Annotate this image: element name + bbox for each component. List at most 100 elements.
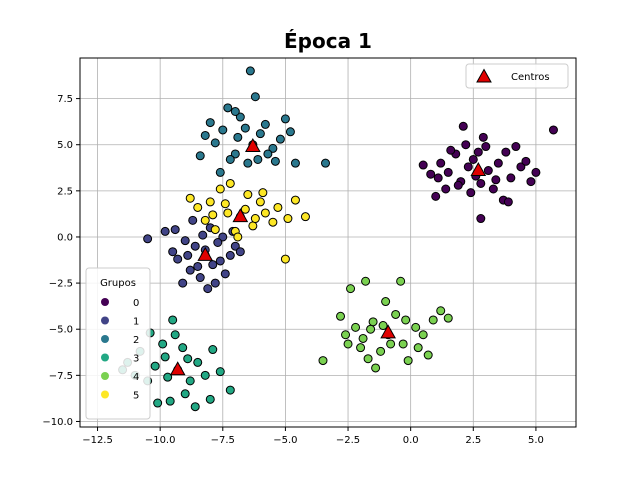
data-point-group-5 [300, 212, 310, 222]
data-point-group-3 [150, 361, 160, 371]
data-point-group-0 [526, 177, 536, 187]
data-point-group-1 [230, 241, 240, 251]
data-point-group-2 [268, 143, 278, 153]
data-point-group-4 [381, 297, 391, 307]
x-tick-label: −5.0 [273, 435, 297, 446]
data-point-group-4 [386, 339, 396, 349]
x-tick-label: −12.5 [82, 435, 113, 446]
data-point-group-3 [208, 345, 218, 355]
data-point-group-3 [225, 385, 235, 395]
y-tick-label: −2.5 [49, 279, 73, 290]
center-marker [380, 324, 396, 339]
data-point-group-4 [378, 321, 388, 331]
data-point-group-3 [215, 367, 225, 377]
data-point-group-3 [190, 402, 200, 412]
legend-groups-box [85, 267, 151, 420]
data-point-group-4 [391, 309, 401, 319]
data-point-group-4 [361, 276, 371, 286]
data-point-group-5 [220, 199, 230, 209]
data-point-group-4 [343, 339, 353, 349]
data-point-group-2 [205, 118, 215, 128]
x-tick-label: −10.0 [145, 435, 176, 446]
x-tick-label: −2.5 [336, 435, 360, 446]
data-point-group-0 [483, 166, 493, 176]
data-point-group-3 [158, 339, 168, 349]
data-point-group-1 [143, 234, 153, 244]
data-point-group-4 [318, 356, 328, 366]
data-point-group-2 [290, 158, 300, 168]
data-point-group-0 [476, 214, 486, 224]
data-point-group-5 [233, 232, 243, 242]
data-point-group-2 [200, 130, 210, 140]
data-point-group-1 [213, 238, 223, 247]
chart-title: Época 1 [284, 29, 372, 53]
y-tick-label: 5.0 [57, 140, 73, 151]
data-point-group-3 [168, 315, 178, 325]
center-marker [470, 162, 487, 177]
center-marker [197, 246, 214, 261]
data-point-group-5 [283, 214, 293, 224]
data-point-group-3 [180, 389, 190, 399]
data-point-group-0 [503, 197, 513, 207]
data-point-group-1 [170, 225, 180, 235]
y-tick-label: −5.0 [49, 325, 73, 336]
data-point-group-4 [418, 330, 428, 340]
data-point-group-0 [476, 178, 486, 188]
data-point-group-5 [210, 225, 220, 235]
center-marker [169, 361, 186, 376]
legend-group-marker [101, 298, 109, 306]
data-point-group-3 [193, 357, 203, 367]
data-point-group-0 [478, 132, 488, 142]
data-point-group-2 [233, 132, 243, 142]
data-point-group-1 [225, 250, 235, 260]
data-point-group-1 [180, 236, 190, 246]
data-point-group-5 [290, 195, 300, 205]
data-point-group-0 [463, 162, 473, 172]
y-tick-label: 2.5 [57, 186, 73, 197]
data-point-group-4 [356, 343, 366, 353]
legend-groups: Grupos 0 1 2 3 4 5 [85, 267, 151, 420]
data-point-group-4 [351, 322, 361, 332]
data-point-group-2 [240, 123, 250, 133]
legend-groups-title: Grupos [100, 278, 136, 289]
data-point-group-4 [398, 339, 408, 349]
y-tick-label: −10.0 [42, 417, 73, 428]
data-point-group-2 [215, 167, 225, 177]
data-point-group-5 [273, 202, 283, 212]
data-point-group-0 [461, 140, 471, 150]
data-point-group-0 [548, 125, 558, 135]
data-point-group-5 [250, 214, 260, 224]
data-point-group-3 [183, 354, 193, 364]
data-point-group-0 [468, 154, 478, 164]
data-point-group-5 [240, 204, 250, 214]
data-point-group-0 [426, 169, 436, 179]
data-point-group-2 [255, 129, 265, 139]
data-point-group-5 [193, 202, 203, 212]
data-point-group-5 [205, 197, 215, 207]
data-point-group-2 [270, 156, 280, 166]
data-point-group-5 [215, 184, 225, 194]
data-point-group-2 [250, 92, 260, 102]
data-point-group-2 [225, 154, 235, 164]
data-point-group-3 [165, 396, 175, 406]
data-point-group-2 [260, 119, 270, 129]
data-point-group-4 [346, 284, 356, 294]
x-tick-label: 2.5 [465, 435, 481, 446]
data-point-group-0 [458, 121, 468, 131]
data-point-group-0 [521, 156, 531, 166]
data-point-group-1 [190, 241, 200, 251]
data-point-group-5 [260, 208, 270, 218]
data-point-group-1 [178, 278, 188, 288]
data-point-group-5 [280, 254, 290, 264]
data-point-group-0 [443, 167, 453, 177]
data-point-group-1 [193, 261, 203, 271]
data-point-group-4 [428, 315, 438, 325]
data-point-group-4 [336, 311, 346, 321]
data-point-group-4 [403, 356, 413, 366]
data-point-group-0 [516, 162, 526, 172]
center-marker [244, 138, 261, 153]
data-point-group-2 [263, 149, 273, 159]
data-point-group-4 [371, 363, 381, 373]
data-point-group-2 [235, 112, 245, 122]
legend-group-label: 2 [133, 335, 139, 346]
